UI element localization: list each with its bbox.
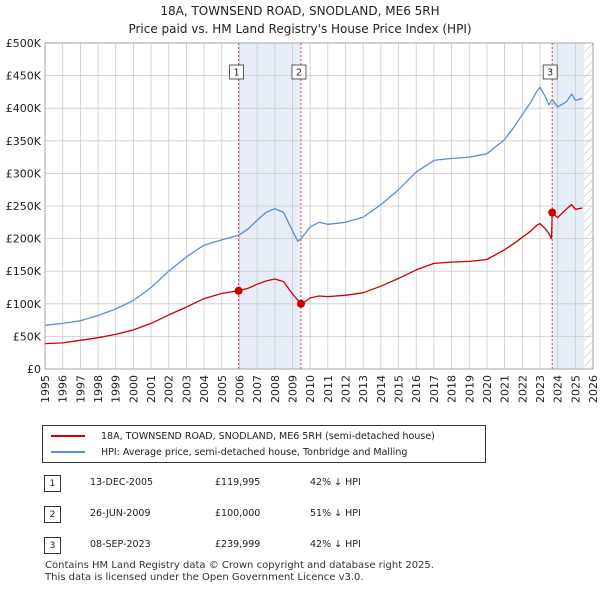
x-tick-label: 2007 <box>251 375 264 403</box>
x-tick-label: 2012 <box>340 375 353 403</box>
x-tick-label: 2011 <box>322 375 335 403</box>
x-tick-label: 2019 <box>463 375 476 403</box>
x-tick-label: 2015 <box>393 375 406 403</box>
x-tick-label: 2010 <box>304 375 317 403</box>
sale-marker <box>296 299 305 308</box>
chart-subtitle: Price paid vs. HM Land Registry's House … <box>128 22 472 36</box>
legend: 18A, TOWNSEND ROAD, SNODLAND, ME6 5RH (s… <box>42 425 486 463</box>
plot-border <box>44 42 594 370</box>
chart-title: 18A, TOWNSEND ROAD, SNODLAND, ME6 5RH <box>160 4 440 18</box>
legend-swatch-hpi <box>51 451 85 453</box>
y-tick-label: £400K <box>6 102 42 115</box>
x-tick-label: 2026 <box>587 375 600 403</box>
hpi-line <box>44 86 583 326</box>
price-line <box>44 204 583 345</box>
y-tick-label: £300K <box>6 167 42 180</box>
x-tick-label: 2000 <box>127 375 140 403</box>
y-tick-label: £50K <box>13 330 42 343</box>
x-tick-label: 2002 <box>163 375 176 403</box>
x-tick-label: 2025 <box>569 375 582 403</box>
y-tick-label: £450K <box>6 70 42 83</box>
x-tick-label: 2017 <box>428 375 441 403</box>
sale-badge <box>542 64 558 80</box>
sale-badge <box>229 64 244 80</box>
y-tick-label: £150K <box>6 265 42 278</box>
transaction-price: £239,999 <box>215 539 261 550</box>
legend-swatch-price <box>51 435 85 437</box>
footer-copyright: Contains HM Land Registry data © Crown c… <box>45 560 434 571</box>
transaction-date: 08-SEP-2023 <box>90 539 151 550</box>
x-tick-label: 2024 <box>552 375 565 403</box>
x-tick-label: 1999 <box>110 375 123 403</box>
x-tick-label: 1996 <box>57 375 70 403</box>
sale-marker <box>234 286 243 295</box>
x-tick-label: 1997 <box>74 375 87 403</box>
transaction-hpi-diff: 51% ↓ HPI <box>310 508 361 519</box>
transaction-hpi-diff: 42% ↓ HPI <box>310 539 361 550</box>
x-tick-label: 2006 <box>233 375 246 403</box>
x-tick-label: 2014 <box>375 375 388 403</box>
price-chart: £0 £50K £100K £150K £200K £250K £300K £350K £400… <box>6 37 600 403</box>
transaction-date: 26-JUN-2009 <box>90 508 151 519</box>
transaction-badge: 3 <box>44 537 61 554</box>
y-tick-label: £0 <box>27 363 41 376</box>
x-tick-label: 2018 <box>446 375 459 403</box>
legend-label-hpi: HPI: Average price, semi-detached house,… <box>101 446 408 458</box>
transaction-price: £119,995 <box>215 477 261 488</box>
x-tick-label: 2004 <box>198 375 211 403</box>
x-tick-label: 2013 <box>357 375 370 403</box>
sale-marker <box>548 208 557 217</box>
x-tick-label: 2009 <box>286 375 299 403</box>
x-tick-label: 2022 <box>516 375 529 403</box>
y-tick-label: £200K <box>6 233 42 246</box>
legend-item-price: 18A, TOWNSEND ROAD, SNODLAND, ME6 5RH (s… <box>51 429 435 443</box>
footer-license: This data is licensed under the Open Gov… <box>45 572 364 583</box>
x-tick-label: 2008 <box>269 375 282 403</box>
x-tick-label: 2023 <box>534 375 547 403</box>
transaction-hpi-diff: 42% ↓ HPI <box>310 477 361 488</box>
transaction-price: £100,000 <box>215 508 261 519</box>
y-tick-label: £100K <box>6 298 42 311</box>
x-tick-label: 1998 <box>92 375 105 403</box>
x-tick-label: 1995 <box>39 375 52 403</box>
legend-item-hpi: HPI: Average price, semi-detached house,… <box>51 445 407 459</box>
sale-badge-label: 2 <box>296 68 302 79</box>
sale-badge-label: 1 <box>234 68 240 79</box>
x-tick-label: 2016 <box>410 375 423 403</box>
sale-badge <box>291 64 307 80</box>
transaction-date: 13-DEC-2005 <box>90 477 154 488</box>
sale-badge-label: 3 <box>547 68 553 79</box>
y-tick-label: £350K <box>6 135 42 148</box>
x-tick-label: 2021 <box>499 375 512 403</box>
x-tick-label: 2003 <box>180 375 193 403</box>
x-tick-label: 2020 <box>481 375 494 403</box>
transaction-badge: 2 <box>44 506 61 523</box>
legend-label-price: 18A, TOWNSEND ROAD, SNODLAND, ME6 5RH (s… <box>101 430 435 442</box>
x-tick-label: 2001 <box>145 375 158 403</box>
x-tick-label: 2005 <box>216 375 229 403</box>
y-tick-label: £500K <box>6 37 42 50</box>
transaction-badge: 1 <box>44 475 61 492</box>
y-tick-label: £250K <box>6 200 42 213</box>
